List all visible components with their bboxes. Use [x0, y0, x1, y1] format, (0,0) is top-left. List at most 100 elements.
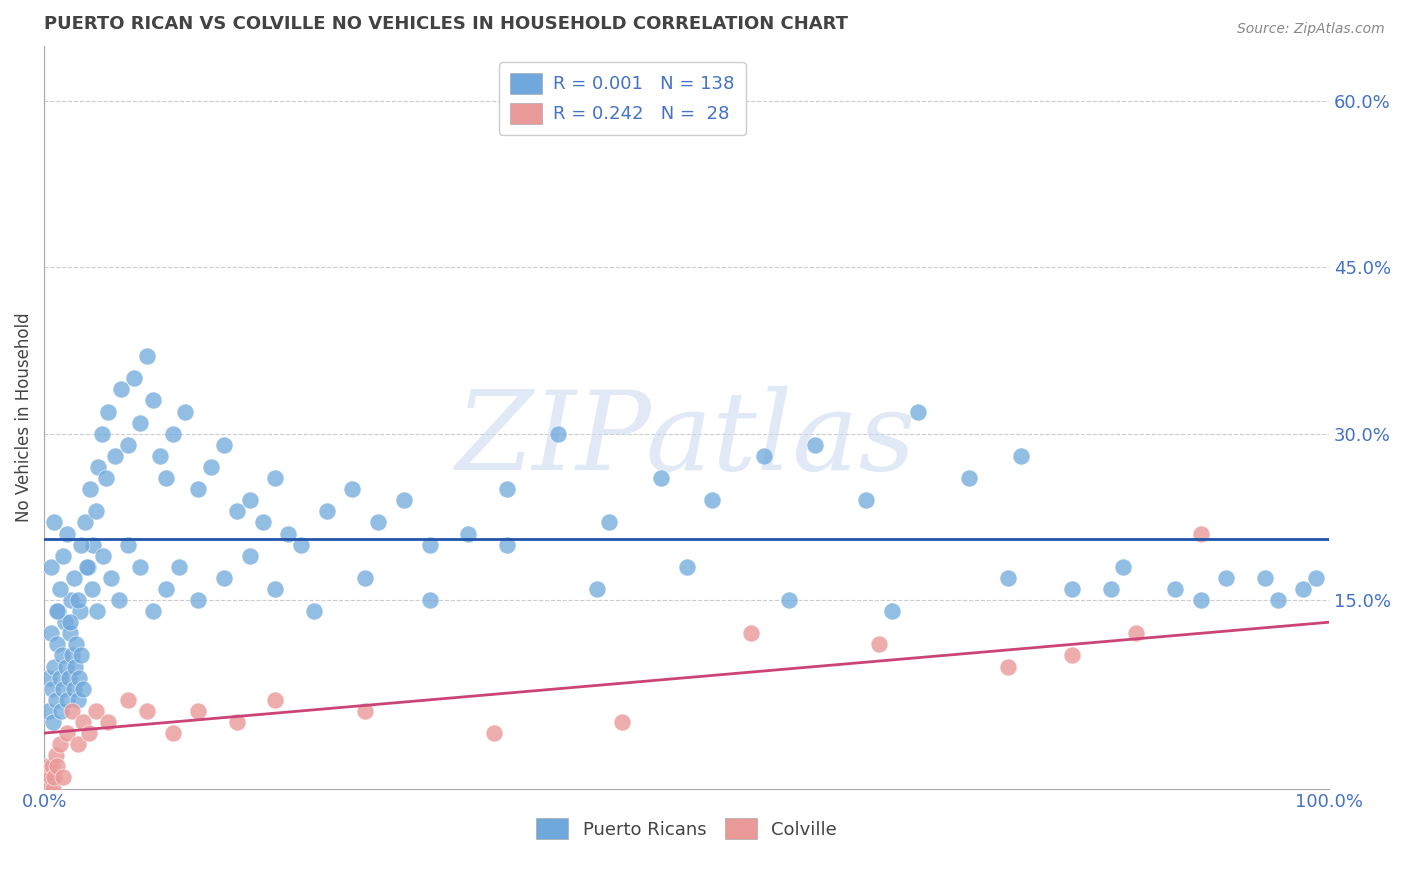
- Point: [142, 604, 165, 618]
- Point: [59, 626, 82, 640]
- Point: [90, 426, 112, 441]
- Point: [56, 526, 79, 541]
- Point: [1060, 648, 1083, 663]
- Point: [752, 449, 775, 463]
- Point: [52, 681, 75, 696]
- Point: [69, 604, 91, 618]
- Point: [264, 693, 287, 707]
- Point: [997, 571, 1019, 585]
- Point: [52, 771, 75, 785]
- Point: [39, 559, 62, 574]
- Point: [56, 693, 79, 707]
- Point: [94, 471, 117, 485]
- Point: [135, 349, 157, 363]
- Point: [38, 671, 60, 685]
- Point: [72, 714, 94, 729]
- Point: [66, 693, 89, 707]
- Point: [174, 404, 197, 418]
- Point: [547, 426, 569, 441]
- Text: Source: ZipAtlas.com: Source: ZipAtlas.com: [1237, 22, 1385, 37]
- Point: [70, 538, 93, 552]
- Point: [110, 383, 132, 397]
- Point: [162, 426, 184, 441]
- Point: [354, 571, 377, 585]
- Point: [598, 516, 620, 530]
- Point: [37, 759, 59, 773]
- Point: [342, 482, 364, 496]
- Point: [1164, 582, 1187, 596]
- Point: [392, 493, 415, 508]
- Point: [419, 593, 441, 607]
- Point: [315, 504, 337, 518]
- Point: [1189, 593, 1212, 607]
- Point: [76, 559, 98, 574]
- Point: [187, 482, 209, 496]
- Point: [675, 559, 697, 574]
- Point: [650, 471, 672, 485]
- Point: [354, 704, 377, 718]
- Point: [457, 526, 479, 541]
- Point: [45, 748, 67, 763]
- Point: [56, 726, 79, 740]
- Point: [49, 704, 72, 718]
- Point: [79, 482, 101, 496]
- Point: [37, 704, 59, 718]
- Point: [77, 726, 100, 740]
- Point: [39, 771, 62, 785]
- Point: [957, 471, 980, 485]
- Point: [97, 714, 120, 729]
- Point: [66, 593, 89, 607]
- Point: [129, 559, 152, 574]
- Point: [135, 704, 157, 718]
- Point: [740, 626, 762, 640]
- Point: [252, 516, 274, 530]
- Point: [65, 637, 87, 651]
- Point: [778, 593, 800, 607]
- Text: ZIPatlas: ZIPatlas: [457, 385, 917, 493]
- Point: [62, 571, 84, 585]
- Point: [419, 538, 441, 552]
- Point: [70, 648, 93, 663]
- Point: [100, 571, 122, 585]
- Point: [882, 604, 904, 618]
- Point: [239, 493, 262, 508]
- Point: [225, 504, 247, 518]
- Point: [35, 771, 58, 785]
- Point: [58, 671, 80, 685]
- Point: [44, 659, 66, 673]
- Y-axis label: No Vehicles in Household: No Vehicles in Household: [15, 312, 32, 522]
- Point: [80, 582, 103, 596]
- Point: [277, 526, 299, 541]
- Point: [107, 593, 129, 607]
- Point: [264, 582, 287, 596]
- Text: PUERTO RICAN VS COLVILLE NO VEHICLES IN HOUSEHOLD CORRELATION CHART: PUERTO RICAN VS COLVILLE NO VEHICLES IN …: [44, 15, 848, 33]
- Point: [239, 549, 262, 563]
- Point: [84, 504, 107, 518]
- Point: [48, 582, 70, 596]
- Point: [44, 516, 66, 530]
- Point: [495, 538, 517, 552]
- Point: [51, 648, 73, 663]
- Point: [212, 571, 235, 585]
- Point: [46, 604, 69, 618]
- Point: [59, 615, 82, 630]
- Point: [52, 549, 75, 563]
- Point: [1099, 582, 1122, 596]
- Point: [200, 460, 222, 475]
- Point: [1010, 449, 1032, 463]
- Point: [44, 771, 66, 785]
- Point: [41, 681, 63, 696]
- Point: [612, 714, 634, 729]
- Point: [38, 781, 60, 796]
- Point: [46, 637, 69, 651]
- Point: [97, 404, 120, 418]
- Point: [45, 693, 67, 707]
- Point: [482, 726, 505, 740]
- Point: [63, 659, 86, 673]
- Point: [67, 671, 90, 685]
- Point: [48, 671, 70, 685]
- Point: [53, 615, 76, 630]
- Point: [155, 582, 177, 596]
- Point: [66, 737, 89, 751]
- Legend: Puerto Ricans, Colville: Puerto Ricans, Colville: [529, 811, 845, 847]
